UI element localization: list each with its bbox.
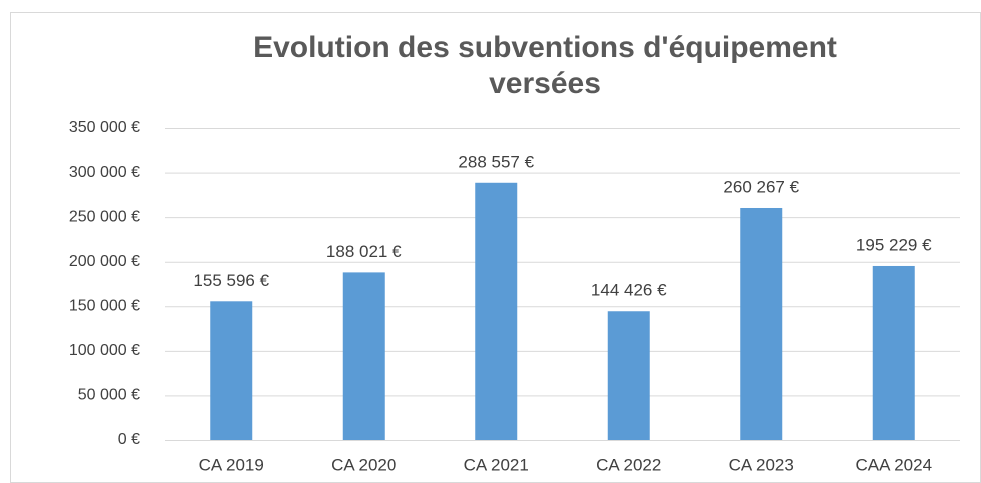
y-tick-label: 50 000 €	[78, 387, 140, 404]
data-label: 188 021 €	[326, 242, 402, 261]
y-tick-label: 100 000 €	[69, 342, 140, 359]
y-tick-label: 0 €	[118, 431, 140, 448]
y-tick-label: 150 000 €	[69, 298, 140, 315]
data-label: 288 557 €	[458, 152, 534, 171]
bar	[607, 311, 650, 440]
y-tick-label: 350 000 €	[69, 119, 140, 136]
bar	[475, 182, 518, 441]
y-tick-label: 200 000 €	[69, 253, 140, 270]
y-tick-label: 300 000 €	[69, 164, 140, 181]
x-tick-label: CA 2020	[331, 455, 396, 474]
bar	[740, 207, 783, 440]
data-label: 260 267 €	[723, 177, 799, 196]
bar	[210, 301, 253, 440]
x-tick-label: CA 2022	[596, 455, 661, 474]
bar	[342, 272, 385, 440]
data-label: 155 596 €	[193, 271, 269, 290]
data-label: 144 426 €	[591, 281, 667, 300]
chart-title: Evolution des subventions d'équipement v…	[253, 31, 837, 100]
data-label: 195 229 €	[856, 235, 932, 254]
x-tick-label: CA 2023	[729, 455, 794, 474]
x-tick-label: CA 2021	[464, 455, 529, 474]
bar	[872, 265, 915, 440]
x-tick-label: CAA 2024	[855, 455, 932, 474]
x-tick-label: CA 2019	[199, 455, 264, 474]
y-tick-label: 250 000 €	[69, 208, 140, 225]
